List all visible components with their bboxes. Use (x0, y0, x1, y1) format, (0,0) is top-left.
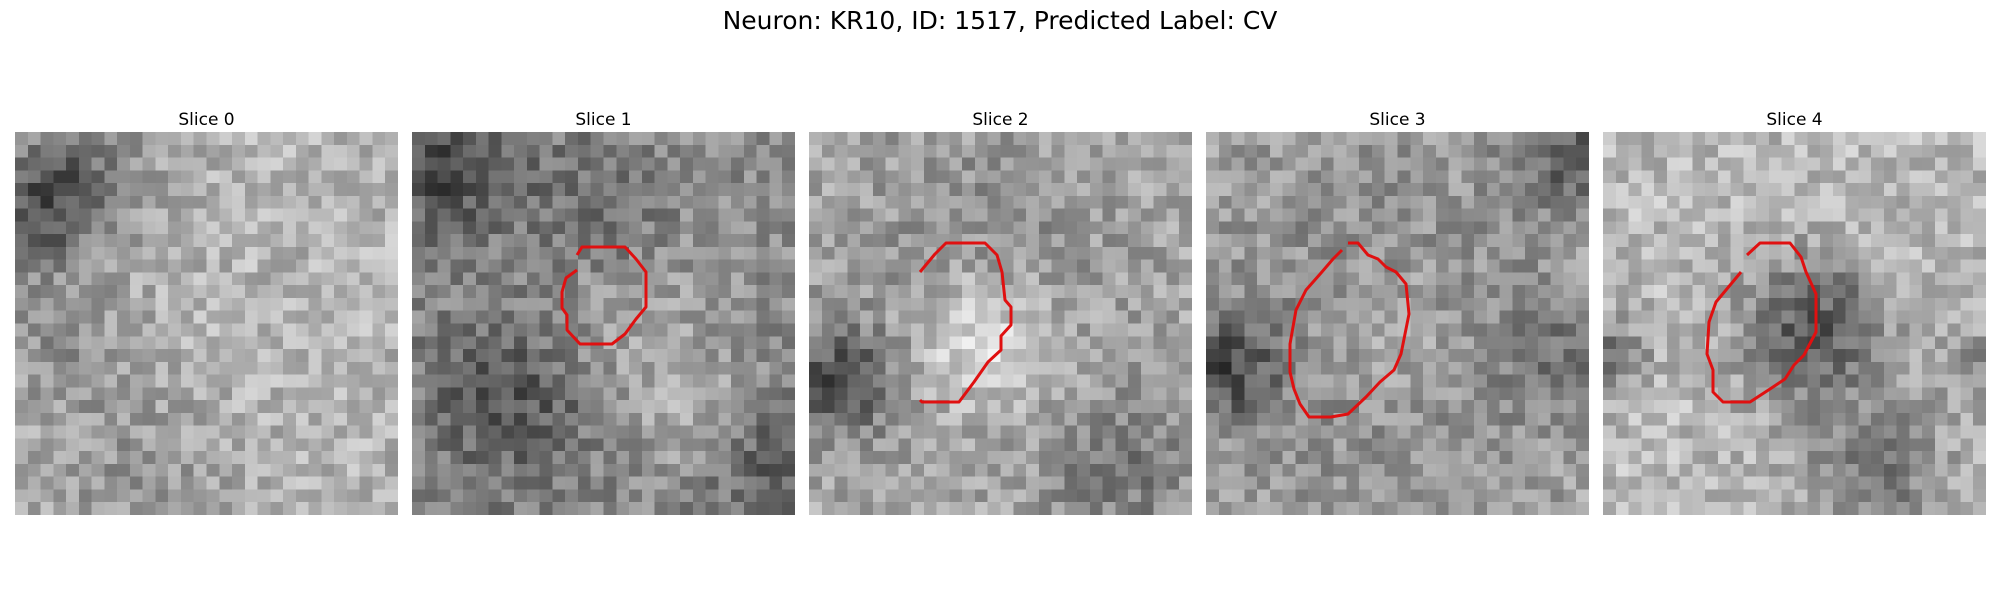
slice-panel-0: Slice 0 (15, 108, 398, 515)
slice-1-contour (560, 245, 648, 346)
slice-image (809, 132, 1192, 515)
slice-1-pixels (412, 132, 795, 515)
slice-image (1603, 132, 1986, 515)
figure-title: Neuron: KR10, ID: 1517, Predicted Label:… (722, 6, 1278, 35)
slice-image (1206, 132, 1589, 515)
slice-title: Slice 0 (178, 110, 235, 130)
slice-2-pixels (809, 132, 1192, 515)
slice-panel-2: Slice 2 (809, 108, 1192, 515)
slice-2-contour (918, 241, 1013, 404)
slice-0-pixels (15, 132, 398, 515)
slice-image (412, 132, 795, 515)
slice-title: Slice 2 (972, 110, 1029, 130)
slice-3-contour (1288, 241, 1411, 419)
slice-title: Slice 1 (575, 110, 632, 130)
slice-4-pixels (1603, 132, 1986, 515)
slice-panel-4: Slice 4 (1603, 108, 1986, 515)
slice-4-contour (1705, 241, 1818, 404)
slice-image (15, 132, 398, 515)
slice-3-pixels (1206, 132, 1589, 515)
slice-panel-3: Slice 3 (1206, 108, 1589, 515)
slice-title: Slice 4 (1766, 110, 1823, 130)
slice-panel-1: Slice 1 (412, 108, 795, 515)
slice-title: Slice 3 (1369, 110, 1426, 130)
